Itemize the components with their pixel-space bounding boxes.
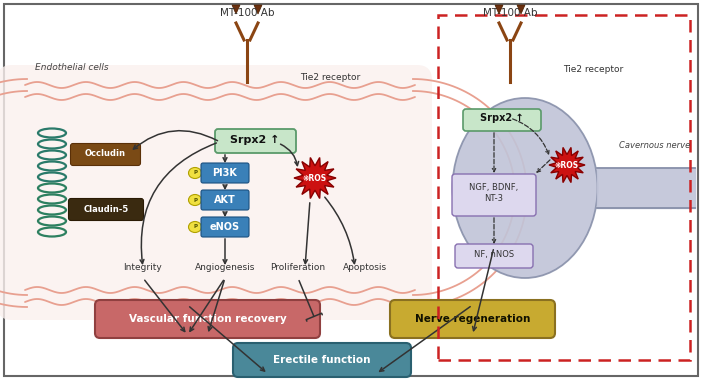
Text: MT-100 Ab: MT-100 Ab <box>220 8 274 18</box>
Text: PI3K: PI3K <box>213 168 237 178</box>
FancyBboxPatch shape <box>215 129 296 153</box>
Text: Angiogenesis: Angiogenesis <box>195 263 256 272</box>
Text: Srpx2 ↑: Srpx2 ↑ <box>480 113 524 123</box>
Polygon shape <box>549 147 585 182</box>
Polygon shape <box>294 158 336 198</box>
Text: AKT: AKT <box>214 195 236 205</box>
Text: Endothelial cells: Endothelial cells <box>35 63 109 73</box>
Text: NF, nNOS: NF, nNOS <box>474 250 514 260</box>
Text: MT-100 Ab: MT-100 Ab <box>483 8 537 18</box>
FancyBboxPatch shape <box>201 190 249 210</box>
Bar <box>438 15 690 360</box>
Text: Erectile function: Erectile function <box>273 355 371 365</box>
Text: Apoptosis: Apoptosis <box>343 263 387 272</box>
Text: ❋ROS: ❋ROS <box>555 160 579 169</box>
FancyBboxPatch shape <box>201 163 249 183</box>
Text: Occludin: Occludin <box>84 149 126 158</box>
Text: NGF, BDNF,
NT-3: NGF, BDNF, NT-3 <box>470 183 519 203</box>
Text: eNOS: eNOS <box>210 222 240 232</box>
Text: P: P <box>193 225 197 230</box>
Ellipse shape <box>453 98 597 278</box>
Text: Tie2 receptor: Tie2 receptor <box>563 65 623 74</box>
Ellipse shape <box>189 168 201 179</box>
Text: P: P <box>193 171 197 176</box>
Ellipse shape <box>189 222 201 233</box>
Text: Srpx2 ↑: Srpx2 ↑ <box>230 135 280 145</box>
Polygon shape <box>517 5 525 14</box>
Text: Claudin-5: Claudin-5 <box>84 204 128 214</box>
FancyBboxPatch shape <box>233 343 411 377</box>
FancyBboxPatch shape <box>463 109 541 131</box>
FancyBboxPatch shape <box>69 198 143 220</box>
Text: Tie2 receptor: Tie2 receptor <box>300 73 360 82</box>
Text: P: P <box>193 198 197 203</box>
Polygon shape <box>495 5 503 14</box>
Text: Integrity: Integrity <box>124 263 162 272</box>
FancyBboxPatch shape <box>452 174 536 216</box>
Polygon shape <box>254 5 262 14</box>
Ellipse shape <box>189 195 201 206</box>
Text: Cavernous nerve: Cavernous nerve <box>619 141 691 149</box>
FancyBboxPatch shape <box>390 300 555 338</box>
Text: ❋ROS: ❋ROS <box>303 174 327 182</box>
FancyBboxPatch shape <box>0 65 432 320</box>
FancyBboxPatch shape <box>70 144 140 166</box>
Text: Vascular function recovery: Vascular function recovery <box>128 314 286 324</box>
FancyBboxPatch shape <box>455 244 533 268</box>
Text: Proliferation: Proliferation <box>270 263 326 272</box>
FancyBboxPatch shape <box>95 300 320 338</box>
Text: Nerve regeneration: Nerve regeneration <box>415 314 530 324</box>
FancyBboxPatch shape <box>201 217 249 237</box>
Polygon shape <box>232 5 240 14</box>
